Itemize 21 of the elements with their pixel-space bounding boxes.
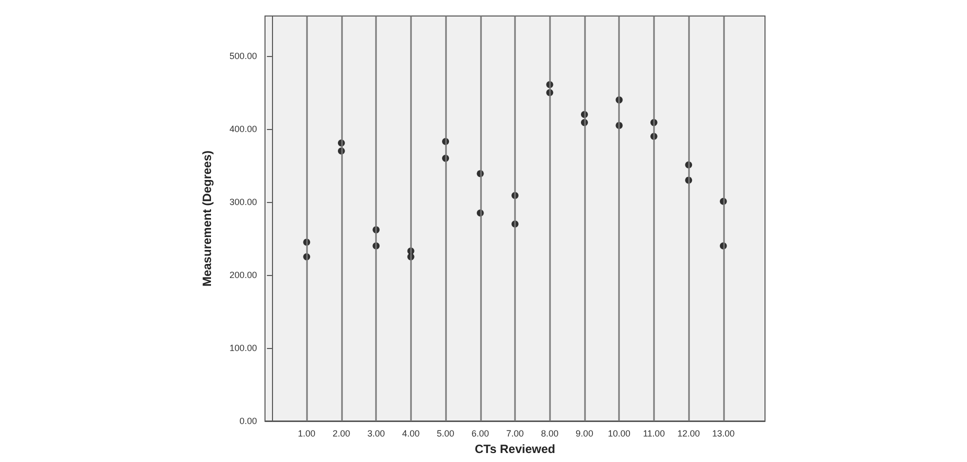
y-tick-label: 400.00 — [229, 124, 257, 134]
y-tick-label: 0.00 — [239, 416, 257, 426]
x-tick-label: 8.00 — [540, 428, 558, 438]
x-tick-label: 2.00 — [332, 428, 350, 438]
x-tick-label: 12.00 — [677, 428, 700, 438]
x-tick-label: 5.00 — [436, 428, 454, 438]
y-tick-label: 300.00 — [229, 197, 257, 208]
y-tick-label: 100.00 — [229, 343, 257, 354]
y-axis-title: Measurement (Degrees) — [200, 150, 214, 287]
y-tick-label: 200.00 — [229, 270, 257, 280]
x-tick-label: 11.00 — [642, 428, 665, 438]
x-tick-label: 9.00 — [576, 428, 594, 438]
x-tick-label: 13.00 — [712, 428, 735, 438]
x-tick-label: 4.00 — [402, 428, 420, 438]
x-tick-label: 1.00 — [298, 428, 316, 438]
x-tick-label: 10.00 — [608, 428, 630, 438]
x-tick-label: 7.00 — [506, 428, 524, 438]
x-tick-label: 3.00 — [367, 428, 385, 438]
x-axis-title: CTs Reviewed — [474, 442, 556, 456]
y-tick-label: 500.00 — [229, 51, 257, 62]
x-tick-label: 6.00 — [472, 428, 490, 438]
